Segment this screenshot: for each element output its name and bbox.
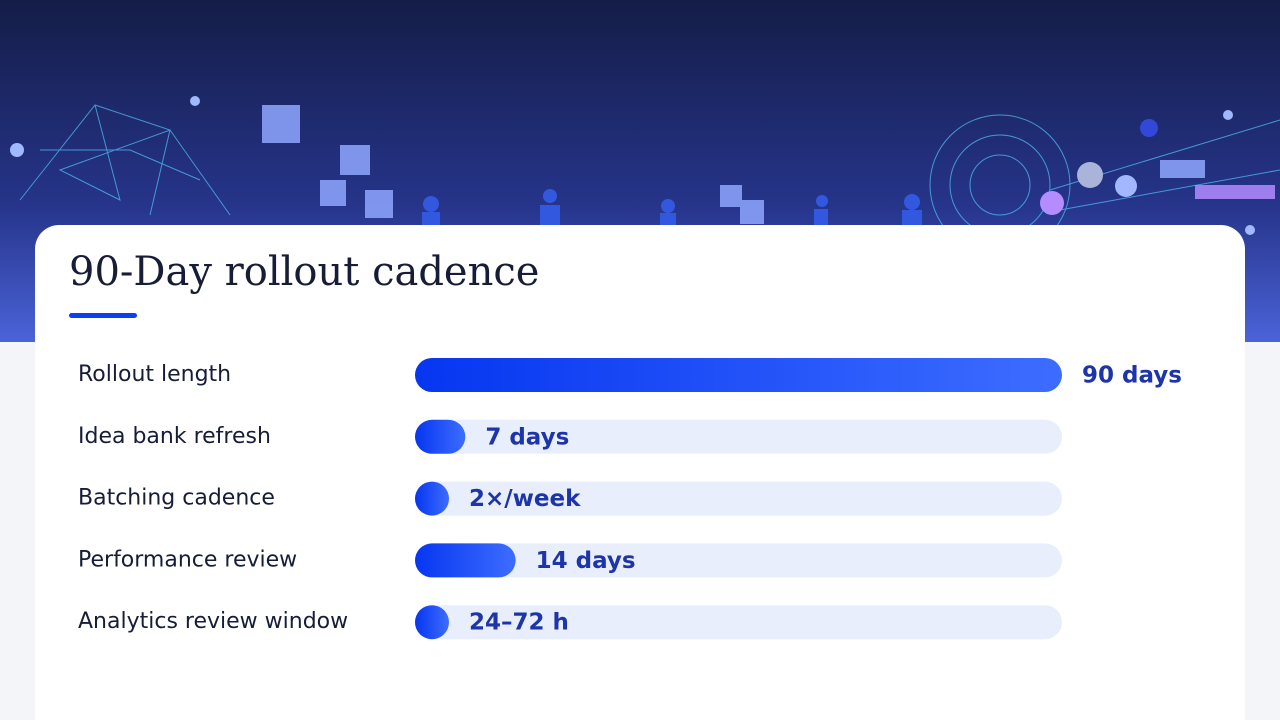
bar [415, 419, 466, 454]
value-label: 90 days [1082, 363, 1182, 389]
title-underline [69, 313, 137, 318]
category-label: Rollout length [78, 362, 231, 387]
bar [415, 543, 516, 578]
category-label: Idea bank refresh [78, 424, 271, 449]
bar-track [415, 543, 1062, 578]
category-label: Batching cadence [78, 486, 275, 511]
bar [415, 481, 449, 516]
card [35, 225, 1245, 720]
bar-track [415, 419, 1062, 454]
category-label: Performance review [78, 547, 297, 572]
bar [415, 358, 1062, 392]
value-label: 7 days [485, 424, 569, 450]
category-label: Analytics review window [78, 609, 348, 634]
bar-track [415, 481, 1062, 516]
chart-title: 90-Day rollout cadence [69, 249, 539, 295]
value-label: 24–72 h [469, 610, 569, 636]
value-label: 14 days [536, 548, 636, 574]
value-label: 2×/week [469, 486, 581, 512]
bar-track [415, 605, 1062, 640]
bar [415, 605, 449, 640]
